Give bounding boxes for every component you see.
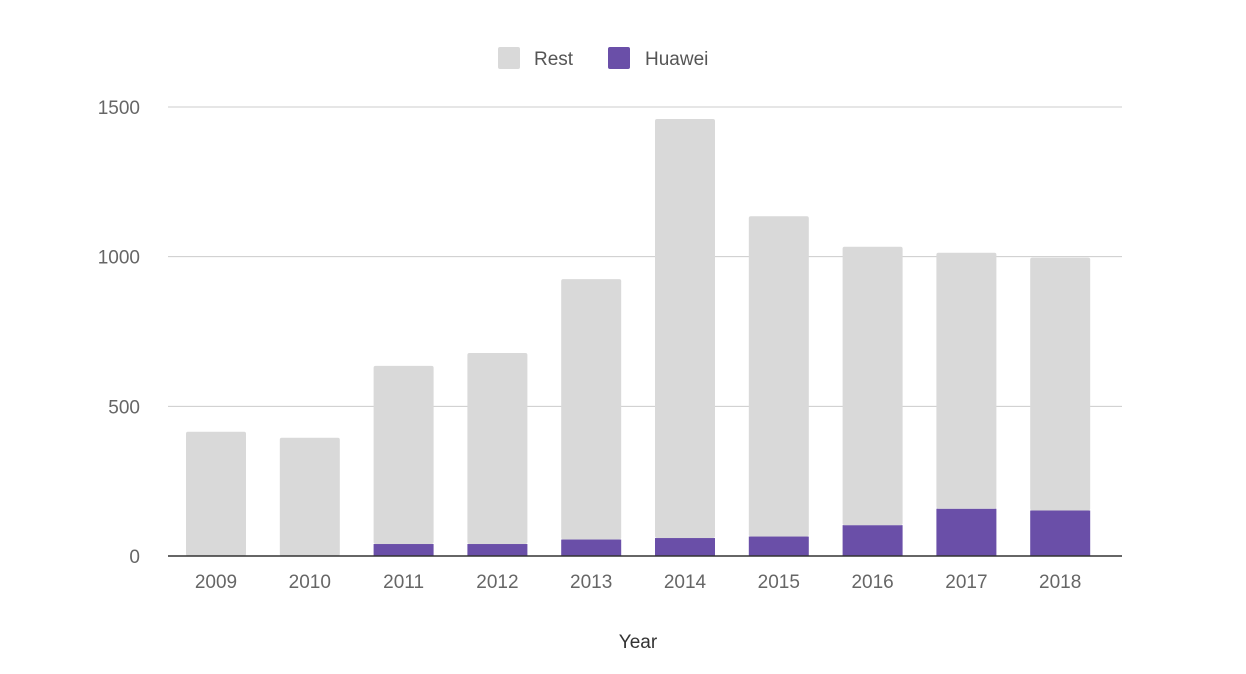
bar-huawei-2015 bbox=[748, 536, 809, 556]
bar-huawei-2013 bbox=[561, 539, 622, 556]
legend-swatch-rest bbox=[498, 47, 520, 69]
bar-huawei-2018 bbox=[1030, 510, 1091, 556]
x-tick-label: 2016 bbox=[851, 572, 893, 593]
y-tick-label: 0 bbox=[129, 547, 140, 568]
x-tick-label: 2018 bbox=[1039, 572, 1081, 593]
x-tick-label: 2013 bbox=[570, 572, 612, 593]
bar-rest-2018 bbox=[1030, 257, 1091, 511]
x-tick-label: 2014 bbox=[664, 572, 707, 593]
bar-rest-2016 bbox=[842, 246, 903, 526]
x-tick-label: 2015 bbox=[758, 572, 800, 593]
x-axis-title: Year bbox=[619, 632, 658, 653]
bar-huawei-2016 bbox=[842, 525, 903, 556]
bar-rest-2017 bbox=[936, 252, 997, 509]
x-tick-label: 2009 bbox=[195, 572, 237, 593]
bar-huawei-2017 bbox=[936, 508, 997, 556]
bars bbox=[186, 118, 1091, 556]
legend-swatch-huawei bbox=[608, 47, 630, 69]
bar-huawei-2014 bbox=[655, 538, 715, 556]
bar-rest-2013 bbox=[561, 279, 622, 540]
x-axis-ticks: 2009 2010 2011 2012 2013 2014 2015 2016 2017 2018 bbox=[195, 572, 1081, 593]
legend: Rest Huawei bbox=[498, 47, 708, 70]
bar-rest-2014 bbox=[655, 118, 715, 539]
x-tick-label: 2011 bbox=[383, 572, 424, 593]
y-axis-ticks: 0 500 1000 1500 bbox=[98, 98, 140, 568]
bar-huawei-2011 bbox=[373, 544, 434, 556]
bar-rest-2010 bbox=[279, 437, 340, 556]
x-tick-label: 2010 bbox=[289, 572, 331, 593]
bar-rest-2011 bbox=[373, 365, 434, 545]
legend-label-rest: Rest bbox=[534, 49, 574, 70]
legend-label-huawei: Huawei bbox=[645, 49, 708, 70]
bar-rest-2009 bbox=[186, 431, 246, 556]
bar-rest-2012 bbox=[467, 353, 528, 545]
y-tick-label: 500 bbox=[108, 397, 140, 418]
y-tick-label: 1500 bbox=[98, 98, 140, 119]
x-tick-label: 2012 bbox=[476, 572, 518, 593]
y-tick-label: 1000 bbox=[98, 248, 140, 269]
bar-rest-2015 bbox=[748, 216, 809, 537]
x-tick-label: 2017 bbox=[945, 572, 987, 593]
bar-huawei-2012 bbox=[467, 544, 528, 556]
